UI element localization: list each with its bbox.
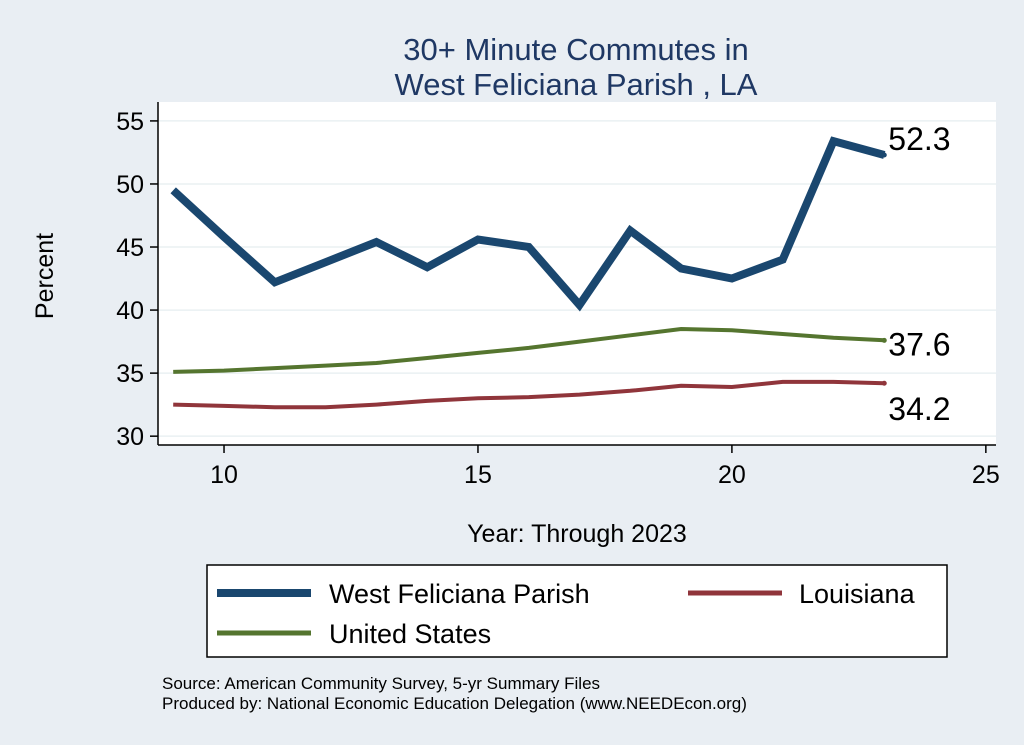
legend-items: West Feliciana Parish Louisiana United Sta…	[217, 579, 916, 649]
legend-label-united-states: United States	[329, 619, 491, 649]
series-line-west-feliciana-parish	[170, 136, 886, 312]
series-line-united-states	[173, 326, 885, 374]
x-tick-label: 10	[210, 461, 238, 489]
y-tick-label: 40	[116, 297, 144, 325]
y-tick-label: 45	[116, 234, 144, 262]
y-tick-label: 50	[116, 171, 144, 199]
end-label-united-states: 37.6	[888, 326, 950, 362]
legend-label-louisiana: Louisiana	[799, 579, 916, 609]
x-axis-label: Year: Through 2023	[467, 520, 687, 548]
producer-note: Produced by: National Economic Education…	[162, 694, 747, 713]
y-axis-label: Percent	[31, 233, 59, 319]
series-lines	[170, 136, 887, 410]
x-tick-label: 20	[718, 461, 746, 489]
legend	[206, 564, 948, 658]
x-tick-label: 25	[972, 461, 1000, 489]
end-label-west-feliciana-parish: 52.3	[888, 121, 950, 157]
series-line-louisiana	[173, 379, 885, 410]
end-labels: 52.3 34.2 37.6	[888, 121, 950, 427]
series-endpoint-united-states	[881, 337, 887, 343]
chart-title-line-1: 30+ Minute Commutes in	[403, 32, 748, 67]
series-endpoint-louisiana	[881, 380, 887, 386]
y-tick-label: 35	[116, 360, 144, 388]
gridlines	[158, 120, 996, 437]
axes: 30 35 40 45 50 55 10 15 20 25	[116, 102, 1000, 489]
series-endpoint-west-feliciana-parish	[881, 152, 887, 158]
y-tick-label: 30	[116, 423, 144, 451]
y-tick-label: 55	[116, 108, 144, 136]
chart-title-line-2: West Feliciana Parish , LA	[395, 67, 758, 102]
source-note: Source: American Community Survey, 5-yr …	[162, 674, 600, 693]
end-label-louisiana: 34.2	[888, 391, 950, 427]
legend-label-west-feliciana-parish: West Feliciana Parish	[329, 579, 590, 609]
x-tick-label: 15	[464, 461, 492, 489]
